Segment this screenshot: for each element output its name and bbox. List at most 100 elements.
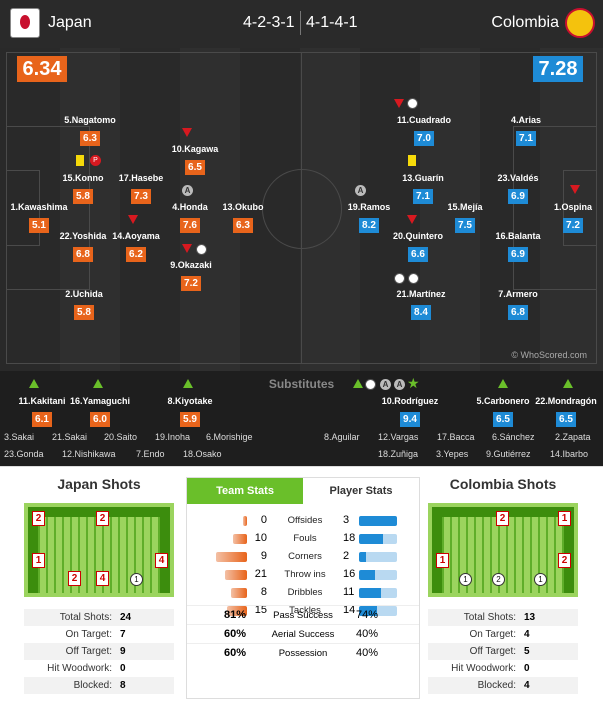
player-name[interactable]: 7.Armero [498,289,538,299]
home-player[interactable]: 13.Okubo 6.3 [198,202,288,233]
player-name[interactable]: 11.Cuadrado [396,115,452,125]
on-target-shot-icon[interactable]: 1 [130,573,143,586]
shot-zone-count[interactable]: 4 [96,571,109,586]
player-name[interactable]: 19.Ramos [347,202,391,212]
away-player[interactable]: 19.Ramos 8.2 [324,202,414,233]
player-name[interactable]: 21.Martínez [396,289,446,299]
player-name[interactable]: 14.Aoyama [112,231,160,241]
shot-zone-count[interactable]: 2 [496,511,509,526]
player-name[interactable]: 2.Uchida [65,289,103,299]
home-stat-value: 8 [260,586,267,598]
home-player[interactable]: 15.Konno 5.8 [38,173,128,204]
away-sub[interactable]: 22.Mondragón 6.5 [526,396,603,427]
player-name[interactable]: 11.Kakitani [18,396,66,406]
away-player[interactable]: 15.Mejía 7.5 [420,202,510,233]
unused-sub[interactable]: 8.Aguilar [324,432,360,442]
player-name[interactable]: 15.Konno [62,173,104,183]
shot-zone-count[interactable]: 2 [96,511,109,526]
home-player[interactable]: 4.Honda 7.6 [145,202,235,233]
unused-sub[interactable]: 6.Morishige [206,432,253,442]
unused-sub[interactable]: 19.Inoha [155,432,191,442]
unused-sub[interactable]: 12.Nishikawa [62,449,116,459]
away-percentage: 74% [355,609,379,621]
home-sub[interactable]: 11.Kakitani 6.1 [2,396,82,427]
home-player[interactable]: 1.Kawashima 5.1 [0,202,84,233]
home-team-name[interactable]: Japan [48,14,92,31]
away-player[interactable]: 23.Valdés 6.9 [473,173,563,204]
home-player[interactable]: 17.Hasebe 7.3 [96,173,186,204]
player-name[interactable]: 13.Guarín [402,173,444,183]
unused-sub[interactable]: 3.Sakai [4,432,35,442]
unused-sub[interactable]: 18.Zuñiga [378,449,419,459]
home-player[interactable]: 5.Nagatomo 6.3 [45,115,135,146]
shot-zone-count[interactable]: 2 [32,511,45,526]
unused-sub[interactable]: 2.Zapata [555,432,591,442]
japan-crest-icon[interactable] [10,8,40,38]
home-player[interactable]: 14.Aoyama 6.2 [91,231,181,262]
player-name[interactable]: 23.Valdés [497,173,539,183]
player-rating: 7.6 [180,218,200,233]
unused-sub[interactable]: 14.Ibarbo [550,449,589,459]
unused-sub[interactable]: 18.Osako [183,449,222,459]
tab-team-stats[interactable]: Team Stats [187,478,303,504]
home-player[interactable]: 22.Yoshida 6.8 [38,231,128,262]
shot-zone-count[interactable]: 2 [68,571,81,586]
player-name[interactable]: 10.Rodríguez [381,396,439,406]
unused-sub[interactable]: 9.Gutiérrez [486,449,531,459]
player-name[interactable]: 5.Carbonero [476,396,530,406]
away-team-name[interactable]: Colombia [491,14,559,31]
stat-label: Fouls [293,533,317,544]
away-player[interactable]: 11.Cuadrado 7.0 [379,115,469,146]
shot-zone-count[interactable]: 4 [155,553,168,568]
away-stat-value: 2 [343,550,350,562]
shot-zone-count[interactable]: 2 [558,553,571,568]
player-name[interactable]: 9.Okazaki [170,260,212,270]
player-name[interactable]: 4.Honda [172,202,208,212]
unused-sub[interactable]: 20.Saito [104,432,138,442]
away-player[interactable]: 16.Balanta 6.9 [473,231,563,262]
away-player[interactable]: 4.Arias 7.1 [481,115,571,146]
player-rating: 6.3 [233,218,253,233]
player-name[interactable]: 15.Mejía [447,202,483,212]
tab-player-stats[interactable]: Player Stats [329,485,393,497]
unused-sub[interactable]: 12.Vargas [378,432,419,442]
player-name[interactable]: 16.Yamaguchi [69,396,131,406]
away-player[interactable]: 7.Armero 6.8 [473,289,563,320]
on-target-shot-icon[interactable]: 1 [534,573,547,586]
player-name[interactable]: 4.Arias [510,115,542,125]
unused-sub[interactable]: 23.Gonda [4,449,44,459]
home-sub[interactable]: 16.Yamaguchi 6.0 [60,396,140,427]
player-name[interactable]: 10.Kagawa [171,144,219,154]
on-target-shot-icon[interactable]: 2 [492,573,505,586]
player-name[interactable]: 17.Hasebe [118,173,164,183]
player-name[interactable]: 8.Kiyotake [167,396,213,406]
player-name[interactable]: 22.Mondragón [535,396,597,406]
on-target-shot-icon[interactable]: 1 [459,573,472,586]
away-sub[interactable]: 5.Carbonero 6.5 [463,396,543,427]
shot-zone-count[interactable]: 1 [558,511,571,526]
colombia-crest-icon[interactable] [565,8,595,38]
away-player[interactable]: 20.Quintero 6.6 [373,231,463,262]
unused-sub[interactable]: 21.Sakai [52,432,88,442]
player-name[interactable]: 13.Okubo [222,202,264,212]
shot-zone-count[interactable]: 1 [32,553,45,568]
unused-sub[interactable]: 6.Sánchez [492,432,535,442]
unused-sub[interactable]: 17.Bacca [437,432,475,442]
away-player[interactable]: 21.Martínez 8.4 [376,289,466,320]
player-name[interactable]: 1.Kawashima [10,202,68,212]
home-sub[interactable]: 8.Kiyotake 5.9 [150,396,230,427]
player-name[interactable]: 22.Yoshida [59,231,107,241]
away-sub[interactable]: 10.Rodríguez 9.4 [370,396,450,427]
home-player[interactable]: 10.Kagawa 6.5 [150,144,240,175]
shot-zone-count[interactable]: 1 [436,553,449,568]
player-name[interactable]: 1.Ospina [553,202,592,212]
unused-sub[interactable]: 3.Yepes [436,449,469,459]
player-name[interactable]: 20.Quintero [392,231,443,241]
player-name[interactable]: 5.Nagatomo [64,115,116,125]
unused-sub[interactable]: 7.Endo [136,449,165,459]
player-name[interactable]: 16.Balanta [495,231,541,241]
home-player[interactable]: 2.Uchida 5.8 [39,289,129,320]
away-player[interactable]: 1.Ospina 7.2 [528,202,603,233]
home-player[interactable]: 9.Okazaki 7.2 [146,260,236,291]
away-player[interactable]: 13.Guarín 7.1 [378,173,468,204]
